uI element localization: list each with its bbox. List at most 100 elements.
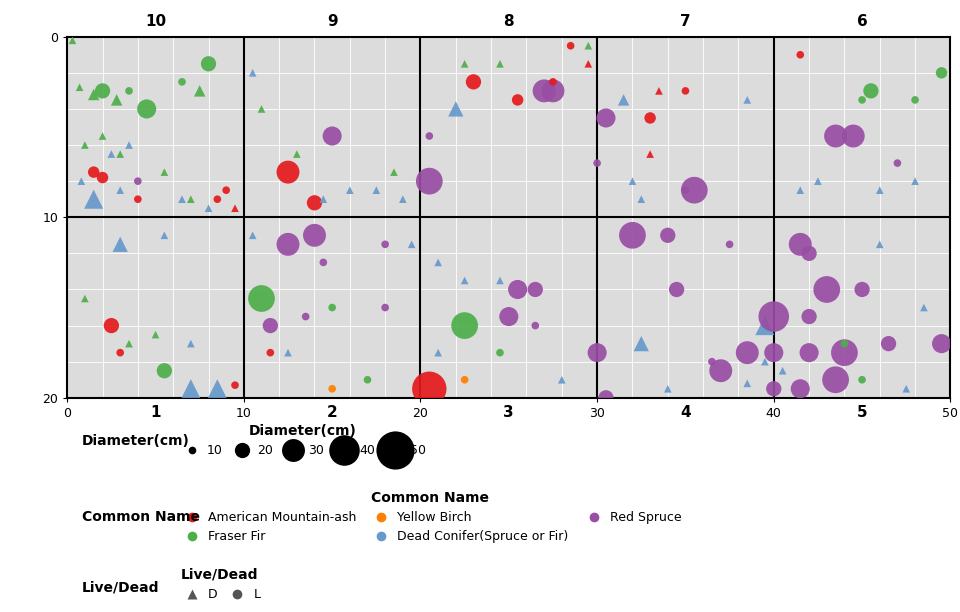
- Point: [846, 131, 861, 141]
- Point: [430, 258, 445, 267]
- Point: [828, 131, 843, 141]
- Point: [793, 239, 808, 249]
- Point: [881, 338, 897, 348]
- Point: [581, 41, 596, 51]
- Point: [209, 384, 225, 394]
- Text: 5: 5: [856, 405, 868, 420]
- Point: [183, 338, 199, 348]
- Point: [669, 285, 684, 294]
- Point: [837, 348, 852, 357]
- Legend: American Mountain-ash, Fraser Fir, Yellow Birch, Dead Conifer(Spruce or Fir), Re: American Mountain-ash, Fraser Fir, Yello…: [180, 491, 682, 543]
- Point: [510, 285, 525, 294]
- Point: [642, 113, 658, 123]
- Point: [342, 185, 357, 195]
- Legend: 10, 20, 30, 40, 50: 10, 20, 30, 40, 50: [180, 424, 426, 457]
- Point: [245, 231, 260, 241]
- Point: [457, 275, 472, 285]
- Point: [766, 384, 781, 394]
- Text: 10: 10: [145, 15, 166, 29]
- Point: [156, 167, 172, 177]
- Point: [121, 140, 136, 150]
- Point: [121, 86, 136, 96]
- Point: [192, 86, 207, 96]
- Point: [95, 131, 110, 141]
- Point: [934, 338, 949, 348]
- Point: [916, 303, 931, 313]
- Point: [421, 131, 437, 141]
- Point: [598, 393, 613, 403]
- Point: [316, 258, 331, 267]
- Point: [713, 366, 729, 376]
- Point: [448, 104, 464, 114]
- Point: [112, 185, 128, 195]
- Point: [298, 312, 313, 321]
- Point: [369, 185, 384, 195]
- Point: [757, 321, 773, 330]
- Point: [112, 348, 128, 357]
- Point: [289, 149, 304, 159]
- Point: [492, 348, 508, 357]
- Point: [660, 384, 676, 394]
- Point: [554, 375, 569, 384]
- Point: [121, 338, 136, 348]
- Point: [396, 195, 411, 204]
- Point: [872, 185, 887, 195]
- Point: [686, 185, 702, 195]
- Point: [863, 86, 878, 96]
- Point: [112, 239, 128, 249]
- Point: [430, 348, 445, 357]
- Point: [766, 312, 781, 321]
- Point: [625, 176, 640, 186]
- Point: [890, 158, 905, 168]
- Point: [528, 285, 543, 294]
- Point: [810, 176, 826, 186]
- Point: [802, 248, 817, 258]
- Point: [324, 384, 340, 394]
- Text: 7: 7: [680, 15, 691, 29]
- Point: [678, 86, 693, 96]
- Point: [739, 348, 755, 357]
- Text: Diameter(cm): Diameter(cm): [82, 434, 189, 447]
- Point: [228, 203, 243, 213]
- Point: [421, 176, 437, 186]
- Point: [421, 384, 437, 394]
- Point: [625, 231, 640, 241]
- Point: [156, 366, 172, 376]
- Text: 1: 1: [151, 405, 160, 420]
- Point: [228, 380, 243, 390]
- Text: 2: 2: [326, 405, 338, 420]
- Point: [545, 86, 561, 96]
- Legend: D, L: D, L: [180, 568, 261, 601]
- Point: [739, 95, 755, 105]
- Point: [175, 195, 190, 204]
- Point: [148, 330, 163, 340]
- Point: [545, 77, 561, 87]
- Text: Live/Dead: Live/Dead: [82, 581, 159, 594]
- Point: [324, 303, 340, 313]
- Point: [457, 321, 472, 330]
- Point: [156, 231, 172, 241]
- Point: [854, 95, 870, 105]
- Point: [324, 131, 340, 141]
- Point: [253, 294, 269, 304]
- Point: [678, 185, 693, 195]
- Point: [793, 185, 808, 195]
- Point: [95, 173, 110, 182]
- Point: [263, 321, 278, 330]
- Point: [837, 338, 852, 348]
- Point: [131, 195, 146, 204]
- Point: [77, 140, 92, 150]
- Point: [201, 59, 216, 69]
- Point: [86, 195, 102, 204]
- Point: [377, 303, 393, 313]
- Point: [563, 41, 578, 51]
- Point: [854, 285, 870, 294]
- Point: [457, 375, 472, 384]
- Point: [201, 203, 216, 213]
- Point: [537, 86, 552, 96]
- Point: [183, 195, 199, 204]
- Text: Common Name: Common Name: [82, 510, 200, 524]
- Point: [377, 239, 393, 249]
- Point: [793, 50, 808, 60]
- Text: 4: 4: [680, 405, 691, 420]
